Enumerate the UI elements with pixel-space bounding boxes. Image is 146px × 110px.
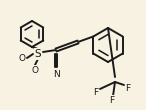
Text: F: F <box>93 87 99 96</box>
Text: O: O <box>19 53 26 62</box>
Text: F: F <box>110 95 115 104</box>
Text: S: S <box>35 49 41 59</box>
Text: F: F <box>125 83 131 93</box>
Text: N: N <box>53 70 59 79</box>
Text: O: O <box>32 65 39 74</box>
